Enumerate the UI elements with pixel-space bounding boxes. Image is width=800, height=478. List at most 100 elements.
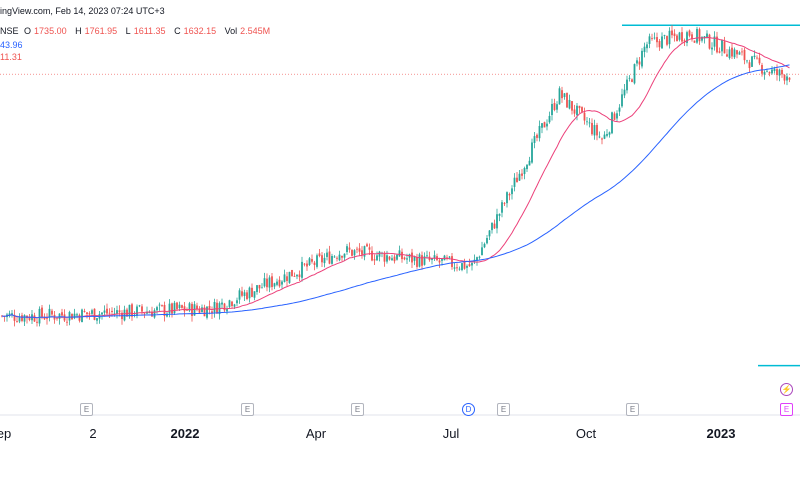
candle-body [556, 104, 558, 110]
dividend-marker[interactable]: D [462, 403, 475, 416]
candle-body [783, 74, 786, 81]
candle-body [146, 311, 148, 314]
candle-body [656, 37, 658, 43]
candle-body [718, 51, 721, 53]
candle-body [276, 281, 278, 285]
candle-body [498, 213, 501, 216]
candle-body [336, 257, 338, 259]
candle-body [371, 250, 373, 261]
candle-body [138, 305, 141, 307]
candle-body [366, 244, 368, 247]
candle-body [728, 49, 731, 59]
candle-body [418, 254, 421, 267]
candle-body [51, 310, 53, 315]
candle-body [228, 300, 231, 307]
earnings-marker[interactable]: E [626, 403, 639, 416]
candle-body [251, 287, 253, 297]
candle-body [168, 303, 171, 314]
candle-body [463, 261, 466, 269]
candle-body [673, 33, 676, 37]
candle-body [113, 313, 116, 315]
source-text: ingView.com, Feb 14, 2023 07:24 UTC+3 [0, 6, 165, 16]
candle-body [211, 311, 213, 314]
candle-body [388, 256, 391, 260]
candle-body [723, 41, 726, 54]
candle-body [123, 309, 126, 321]
candle-body [181, 305, 183, 308]
candle-body [771, 69, 773, 74]
candle-body [456, 267, 458, 269]
candle-body [736, 50, 738, 55]
candle-body [491, 222, 493, 231]
candle-body [193, 304, 196, 316]
candle-body [483, 243, 486, 248]
candle-body [633, 64, 636, 84]
candle-body [503, 203, 506, 205]
candle-body [298, 274, 301, 278]
candle-body [291, 270, 293, 277]
candle-body [236, 300, 238, 304]
earnings-marker[interactable]: E [80, 403, 93, 416]
candle-body [608, 132, 611, 135]
candle-body [506, 192, 508, 204]
candle-body [641, 50, 643, 67]
candle-body [403, 257, 406, 260]
candle-body [686, 32, 688, 43]
candle-body [493, 223, 496, 229]
candle-body [636, 60, 638, 64]
candle-body [763, 71, 766, 75]
candle-body [426, 255, 428, 257]
candle-body [358, 248, 361, 252]
candle-body [233, 304, 236, 307]
candle-body [711, 47, 713, 50]
candle-body [196, 305, 198, 310]
candle-body [596, 124, 598, 136]
candle-body [213, 302, 216, 313]
candle-body [353, 250, 356, 256]
candle-body [716, 36, 718, 53]
earnings-marker[interactable]: E [241, 403, 254, 416]
candle-body [268, 277, 271, 288]
candle-body [18, 317, 21, 322]
candle-body [638, 61, 641, 65]
earnings-marker[interactable]: E [351, 403, 364, 416]
candle-body [163, 304, 166, 316]
earnings-marker[interactable]: E [497, 403, 510, 416]
candle-body [263, 278, 266, 287]
candle-body [266, 278, 268, 288]
candle-body [461, 263, 463, 271]
candle-body [433, 255, 436, 259]
candle-body [351, 249, 353, 256]
candle-body [721, 40, 723, 52]
candle-body [256, 285, 258, 292]
candle-body [746, 60, 748, 62]
candle-body [286, 276, 288, 281]
candle-body [706, 33, 708, 38]
candle-body [528, 160, 531, 166]
candle-body [238, 290, 241, 300]
candle-body [118, 310, 121, 313]
candle-body [261, 287, 263, 289]
open-value: 1735.00 [34, 26, 67, 36]
candle-body [628, 77, 631, 79]
candle-body [106, 308, 108, 314]
lightning-icon[interactable]: ⚡ [780, 383, 793, 396]
earnings-marker[interactable]: E [780, 403, 793, 416]
candle-body [186, 309, 188, 311]
candle-body [231, 301, 233, 307]
candle-body [786, 76, 788, 81]
candle-body [423, 256, 426, 265]
candle-body [623, 89, 626, 96]
candle-body [526, 164, 528, 170]
candle-body [143, 313, 146, 315]
candle-body [86, 312, 88, 315]
candle-body [431, 258, 433, 260]
candle-body [258, 284, 261, 289]
x-tick-label: Apr [305, 426, 327, 441]
candle-body [396, 254, 398, 260]
candle-body [753, 55, 756, 58]
candle-body [368, 247, 371, 250]
candle-body [21, 315, 23, 321]
candle-body [511, 188, 513, 195]
